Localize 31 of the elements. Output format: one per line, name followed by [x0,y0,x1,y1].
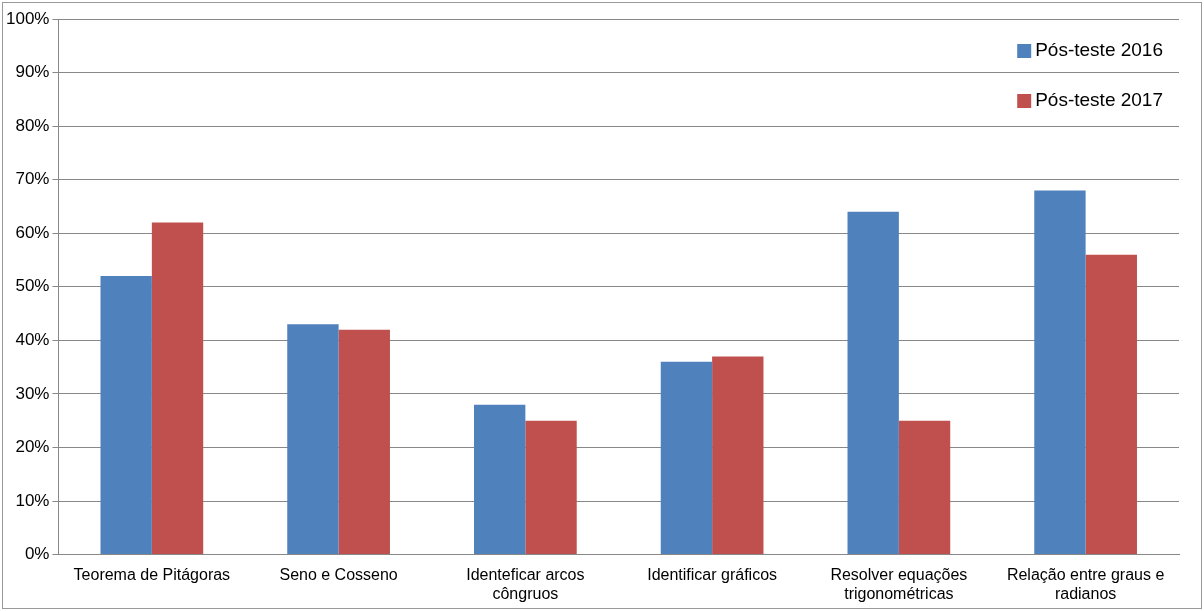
x-tick-label: Relação entre graus e radianos [1006,565,1165,602]
y-tick-label: 50% [15,276,50,296]
y-tick-label: 10% [15,490,50,510]
x-tick-label: Resolver equações trigonométricas [830,565,968,602]
bar [712,356,764,555]
x-tick-label: Seno e Cosseno [279,565,398,583]
bar [287,324,339,555]
y-tick-label: 0% [24,544,50,564]
y-tick-label: 30% [15,383,50,403]
x-tick-label: Identificar gráficos [647,565,778,583]
y-tick-label: 60% [15,222,50,242]
y-tick-label: 20% [15,437,50,457]
legend-label: Pós-teste 2016 [1035,39,1164,61]
x-tick-label: Teorema de Pitágoras [73,565,231,583]
bar [847,211,899,555]
bar [1085,254,1137,555]
bar [474,404,526,555]
legend-label: Pós-teste 2017 [1035,89,1164,111]
bar [100,276,152,555]
y-tick-label: 40% [15,330,50,350]
y-tick-label: 100% [6,8,50,28]
bar [151,222,204,555]
bar [338,329,390,555]
x-tick-label: Identeficar arcos côngruos [466,565,585,602]
bar [1034,190,1086,555]
bar [525,420,577,555]
y-tick-label: 90% [15,62,50,82]
bar [660,361,713,555]
y-tick-label: 70% [15,169,50,189]
y-tick-label: 80% [15,115,50,135]
bar [898,420,951,555]
